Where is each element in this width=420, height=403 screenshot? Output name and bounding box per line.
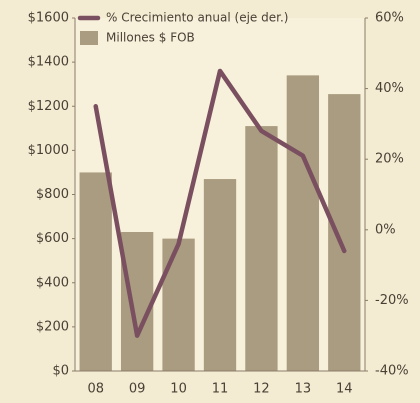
y2-tick-label: -40%: [375, 364, 409, 379]
x-tick-label: 10: [170, 382, 187, 397]
x-tick-label: 14: [336, 382, 353, 397]
x-tick-label: 13: [295, 382, 312, 397]
legend-swatch: [80, 31, 98, 45]
x-tick-label: 11: [212, 382, 229, 397]
y-tick-label: $0: [52, 364, 69, 379]
y2-tick-label: 0%: [375, 222, 396, 237]
bar: [286, 75, 320, 372]
y2-tick-label: 20%: [375, 152, 404, 167]
bar: [162, 238, 195, 371]
bar: [245, 126, 278, 371]
legend-label: % Crecimiento anual (eje der.): [106, 11, 288, 25]
y-tick-label: $1400: [28, 55, 69, 70]
y2-tick-label: -20%: [375, 293, 409, 308]
legend-label: Millones $ FOB: [106, 31, 195, 45]
line: [93, 68, 347, 338]
bar: [328, 94, 361, 371]
y-tick-label: $1600: [28, 11, 69, 26]
y-tick-label: $600: [36, 231, 69, 246]
bar: [203, 179, 237, 371]
bar: [79, 172, 112, 371]
bar: [120, 232, 154, 371]
y-tick-label: $200: [36, 319, 69, 334]
y-tick-label: $1200: [28, 99, 69, 114]
x-tick-label: 09: [129, 382, 146, 397]
x-tick-label: 12: [253, 382, 270, 397]
y2-tick-label: 40%: [375, 81, 404, 96]
y2-tick-label: 60%: [375, 11, 404, 26]
y-tick-label: $800: [36, 187, 69, 202]
y-tick-label: $400: [36, 275, 69, 290]
x-tick-label: 08: [87, 382, 104, 397]
y-tick-label: $1000: [28, 143, 69, 158]
